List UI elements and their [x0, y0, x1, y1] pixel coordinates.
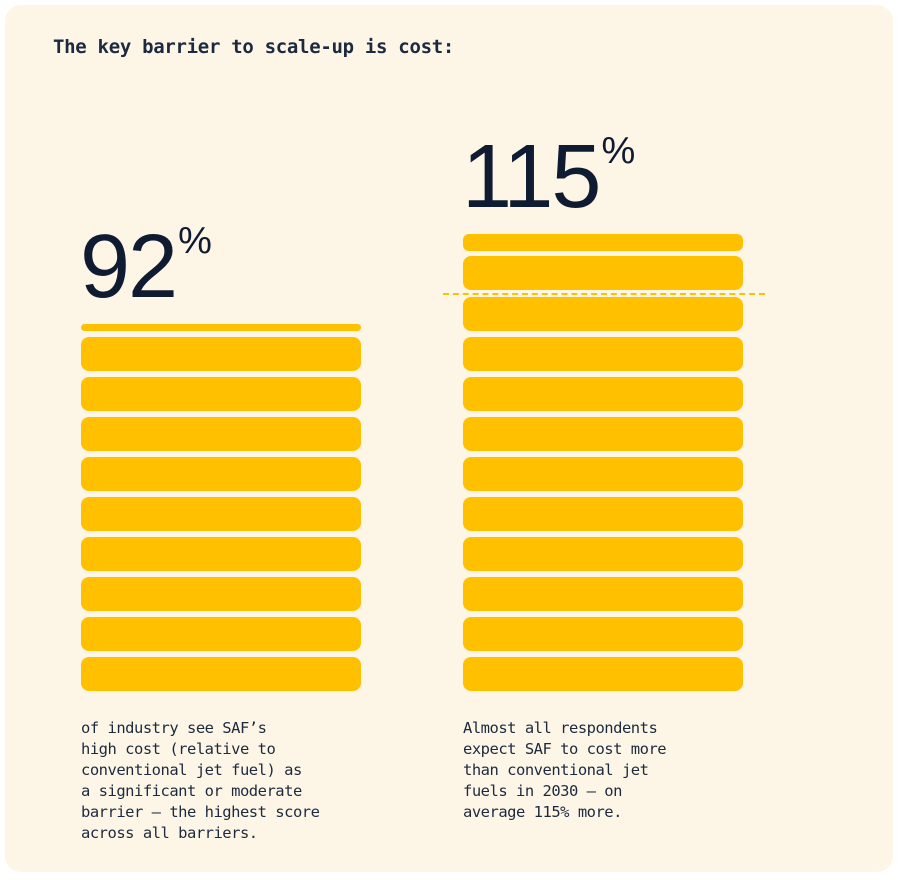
- caption-line: fuels in 2030 – on: [463, 782, 622, 800]
- bar-segment: [81, 617, 361, 651]
- bar-segment: [463, 297, 743, 331]
- bar-segment: [81, 537, 361, 571]
- bar-segment-partial: [81, 324, 361, 331]
- caption-line: conventional jet fuel) as: [81, 761, 302, 779]
- reference-line-100-percent: [443, 293, 765, 295]
- left-caption: of industry see SAF’s high cost (relativ…: [81, 718, 320, 844]
- left-stat-number: 92: [80, 217, 178, 317]
- caption-line: a significant or moderate: [81, 782, 302, 800]
- caption-line: across all barriers.: [81, 824, 258, 842]
- bar-segment-partial: [463, 234, 743, 251]
- bar-segment: [81, 657, 361, 691]
- bar-segment: [81, 337, 361, 371]
- bar-segment: [463, 657, 743, 691]
- bar-segment: [463, 577, 743, 611]
- bar-segment: [81, 457, 361, 491]
- left-stat-unit: %: [178, 220, 212, 262]
- bar-segment: [463, 497, 743, 531]
- bar-segment: [81, 377, 361, 411]
- caption-line: expect SAF to cost more: [463, 740, 667, 758]
- right-stat-value: 115%: [462, 132, 635, 222]
- bar-segment: [463, 617, 743, 651]
- bar-segment: [463, 377, 743, 411]
- bar-segment: [463, 417, 743, 451]
- bar-segment: [81, 497, 361, 531]
- bar-segment: [463, 457, 743, 491]
- bar-segment: [463, 537, 743, 571]
- bar-segment: [81, 577, 361, 611]
- left-stat-value: 92%: [80, 222, 212, 312]
- right-stat-unit: %: [601, 130, 636, 172]
- right-caption: Almost all respondents expect SAF to cos…: [463, 718, 667, 823]
- caption-line: barrier – the highest score: [81, 803, 320, 821]
- caption-line: Almost all respondents: [463, 719, 658, 737]
- caption-line: of industry see SAF’s: [81, 719, 267, 737]
- caption-line: than conventional jet: [463, 761, 649, 779]
- page-title: The key barrier to scale-up is cost:: [53, 36, 455, 58]
- bar-segment: [463, 337, 743, 371]
- bar-segment: [81, 417, 361, 451]
- caption-line: average 115% more.: [463, 803, 622, 821]
- caption-line: high cost (relative to: [81, 740, 276, 758]
- right-stat-number: 115: [462, 127, 601, 227]
- bar-segment: [463, 256, 743, 290]
